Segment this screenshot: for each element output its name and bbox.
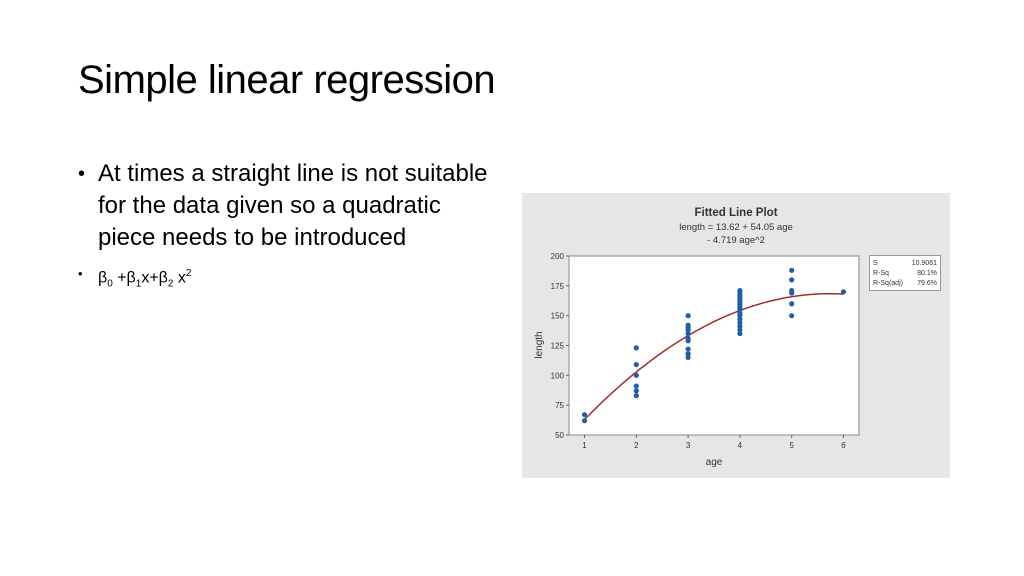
y-tick-label: 125 xyxy=(551,342,565,351)
data-point xyxy=(633,361,639,368)
data-point xyxy=(789,301,795,307)
stats-value: 80.1% xyxy=(917,270,937,277)
y-tick-label: 150 xyxy=(551,312,565,321)
data-point xyxy=(633,383,639,389)
x-tick-label: 1 xyxy=(582,441,587,450)
data-point xyxy=(581,418,588,424)
data-point xyxy=(685,346,691,352)
x-axis-label: age xyxy=(706,457,723,468)
stats-row-rsq: R-Sq 80.1% xyxy=(873,269,937,279)
data-point xyxy=(737,310,743,316)
data-point xyxy=(789,277,795,283)
y-axis: 50 75 100 125 150 175 200 xyxy=(551,252,569,440)
x-tick-label: 5 xyxy=(789,441,794,450)
stats-box: S 10.9061 R-Sq 80.1% R-Sq(adj) 79.6% xyxy=(869,255,941,291)
plot-svg: Fitted Line Plot length = 13.62 + 54.05 … xyxy=(534,207,860,468)
formula-part3: x xyxy=(173,269,186,287)
data-point xyxy=(840,289,847,295)
data-point xyxy=(789,313,795,319)
data-point xyxy=(633,345,639,351)
data-point xyxy=(685,330,691,337)
bullet-list: At times a straight line is not suitable… xyxy=(78,158,498,297)
y-tick-label: 50 xyxy=(555,431,564,440)
x-tick-label: 4 xyxy=(738,441,743,450)
data-point xyxy=(685,354,691,361)
data-point xyxy=(633,388,639,394)
fitted-line-plot: Fitted Line Plot length = 13.62 + 54.05 … xyxy=(522,193,950,478)
y-tick-label: 175 xyxy=(551,282,565,291)
stats-label: S xyxy=(873,260,878,267)
y-tick-label: 200 xyxy=(551,252,565,261)
data-point xyxy=(685,313,691,319)
plot-area xyxy=(568,255,860,436)
stats-row-s: S 10.9061 xyxy=(873,259,937,269)
formula-exp2: 2 xyxy=(185,268,192,279)
x-axis: 1 2 3 4 5 6 xyxy=(582,435,846,450)
bullet-text: At times a straight line is not suitable… xyxy=(78,158,498,254)
y-tick-label: 75 xyxy=(555,401,564,410)
data-point xyxy=(737,327,743,333)
stats-label: R-Sq(adj) xyxy=(873,280,903,287)
data-points xyxy=(581,267,847,424)
formula-sub2: 2 xyxy=(167,278,174,290)
formula-beta: β xyxy=(98,269,108,287)
data-point xyxy=(685,335,691,341)
data-point xyxy=(685,351,691,357)
data-point xyxy=(737,316,743,322)
formula-part2: x+β xyxy=(141,269,168,287)
x-tick-label: 6 xyxy=(841,441,846,450)
x-tick-label: 2 xyxy=(634,441,639,450)
formula-part1: +β xyxy=(112,269,136,287)
data-point xyxy=(737,320,743,326)
y-axis-label: length xyxy=(534,331,545,358)
data-point xyxy=(789,267,795,273)
chart-title: Fitted Line Plot xyxy=(694,207,777,219)
data-point xyxy=(581,412,588,418)
stats-label: R-Sq xyxy=(873,270,889,277)
data-point xyxy=(685,322,691,328)
chart-subtitle-2: - 4.719 age^2 xyxy=(707,235,765,246)
formula-sub1: 1 xyxy=(135,278,142,290)
data-point xyxy=(633,372,639,378)
slide-title: Simple linear regression xyxy=(78,58,496,102)
chart-subtitle-1: length = 13.62 + 54.05 age xyxy=(679,222,793,233)
x-tick-label: 3 xyxy=(686,441,691,450)
data-point xyxy=(737,330,743,337)
y-tick-label: 100 xyxy=(551,371,565,380)
stats-value: 79.6% xyxy=(917,280,937,287)
data-point xyxy=(737,288,743,294)
stats-row-rsq-adj: R-Sq(adj) 79.6% xyxy=(873,279,937,289)
formula-sub0: 0 xyxy=(107,278,113,290)
fit-line xyxy=(583,292,844,421)
data-point xyxy=(789,288,795,294)
data-point xyxy=(633,393,639,399)
formula-bullet: β0 +β1x+β2 x2 xyxy=(78,262,498,297)
stats-value: 10.9061 xyxy=(911,260,937,267)
data-point xyxy=(737,323,743,330)
